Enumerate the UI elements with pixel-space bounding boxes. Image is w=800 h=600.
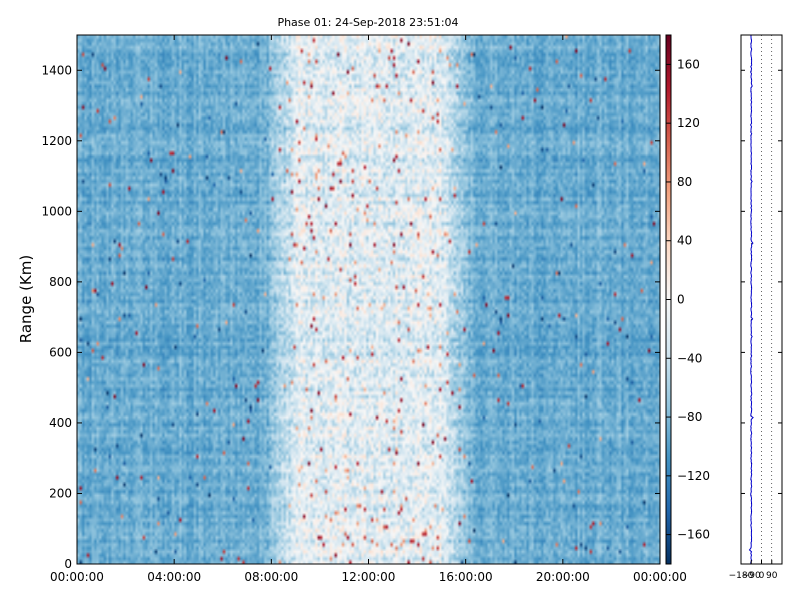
profile-x-tick-label: 0	[759, 571, 765, 581]
x-tick-label: 00:00:00	[50, 570, 104, 584]
y-tick-label: 600	[49, 345, 72, 359]
heatmap-field	[77, 35, 660, 564]
y-tick-label: 200	[49, 486, 72, 500]
x-tick-label: 12:00:00	[342, 570, 396, 584]
y-tick-label: 1200	[41, 134, 72, 148]
colorbar-tick-label: 80	[677, 175, 692, 189]
x-tick-label: 08:00:00	[244, 570, 298, 584]
colorbar-tick-label: −160	[677, 528, 710, 542]
colorbar-tick-label: 160	[677, 57, 700, 71]
colorbar-tick-label: 120	[677, 116, 700, 130]
x-tick-label: 16:00:00	[439, 570, 493, 584]
phase-profile-panel: −180−900 90	[729, 34, 783, 581]
colorbar-tick-label: 40	[677, 234, 692, 248]
y-tick-label: 400	[49, 416, 72, 430]
profile-x-tick-label: −90	[742, 571, 761, 581]
profile-x-tick-label: −180	[729, 571, 754, 581]
colorbar-tick-label: −120	[677, 469, 710, 483]
x-tick-label: 00:00:00	[633, 570, 687, 584]
colorbar-tick-label: −80	[677, 410, 702, 424]
x-tick-label: 04:00:00	[147, 570, 201, 584]
x-tick-label: 20:00:00	[536, 570, 590, 584]
y-axis-label: Range (Km)	[17, 255, 35, 343]
y-tick-label: 1400	[41, 63, 72, 77]
phase-heatmap	[77, 35, 660, 564]
main-axes: 00:00:00 04:00:00 08:00:00 12:00:00 16:00:00…	[41, 35, 687, 584]
colorbar-ticks: 160 120 80 40 0 −40 −80 −120 −160	[666, 57, 710, 542]
y-tick-label: 800	[49, 275, 72, 289]
y-tick-label: 0	[64, 557, 72, 571]
chart-title: Phase 01: 24-Sep-2018 23:51:04	[277, 16, 458, 29]
y-tick-label: 1000	[41, 204, 72, 218]
profile-x-tick-label: 90	[766, 571, 778, 581]
colorbar-tick-label: −40	[677, 351, 702, 365]
colorbar-tick-label: 0	[677, 293, 685, 307]
phase-profile-line	[748, 34, 754, 564]
